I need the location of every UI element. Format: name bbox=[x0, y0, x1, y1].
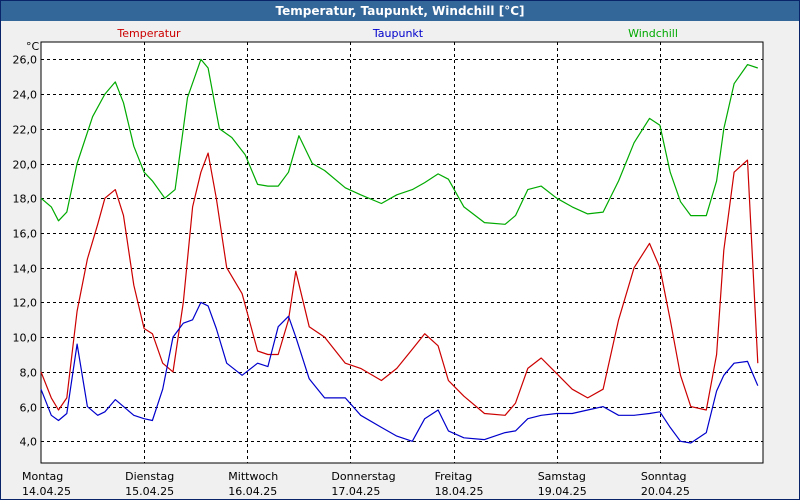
y-tick-label: 26,0 bbox=[13, 54, 38, 67]
x-tick-day-label: Mittwoch bbox=[228, 470, 278, 483]
chart-canvas: 4,0 6,0 8,0 10,0 12,0 14,0 16,0 18,0 20,0 22,0 24,… bbox=[1, 21, 799, 499]
y-tick-label: 24,0 bbox=[13, 89, 38, 102]
y-axis-unit-label: °C bbox=[26, 40, 40, 53]
series-layer bbox=[40, 58, 759, 444]
y-tick-label: 20,0 bbox=[13, 159, 38, 172]
x-tick-day-label: Donnerstag bbox=[331, 470, 395, 483]
legend-windchill: Windchill bbox=[628, 27, 678, 40]
x-tick-date-label: 18.04.25 bbox=[435, 485, 484, 498]
window-title: Temperatur, Taupunkt, Windchill [°C] bbox=[1, 1, 799, 21]
y-tick-label: 12,0 bbox=[13, 297, 38, 310]
x-tick-date-label: 16.04.25 bbox=[228, 485, 277, 498]
x-tick-date-label: 15.04.25 bbox=[125, 485, 174, 498]
y-tick-label: 6,0 bbox=[20, 402, 38, 415]
x-tick-day-label: Sonntag bbox=[641, 470, 687, 483]
series-line-windchill bbox=[40, 58, 758, 225]
x-tick-date-label: 19.04.25 bbox=[538, 485, 587, 498]
y-tick-label: 16,0 bbox=[13, 228, 38, 241]
plot-area bbox=[40, 41, 764, 464]
y-tick-label: 22,0 bbox=[13, 124, 38, 137]
series-line-taupunkt bbox=[40, 301, 759, 444]
y-tick-label: 4,0 bbox=[20, 436, 38, 449]
legend-temperatur: Temperatur bbox=[116, 27, 181, 40]
x-tick-day-label: Montag bbox=[22, 470, 63, 483]
x-tick-date-label: 17.04.25 bbox=[331, 485, 380, 498]
y-tick-label: 14,0 bbox=[13, 263, 38, 276]
y-tick-label: 10,0 bbox=[13, 332, 38, 345]
y-tick-label: 18,0 bbox=[13, 193, 38, 206]
x-tick-day-label: Dienstag bbox=[125, 470, 174, 483]
x-tick-date-label: 20.04.25 bbox=[641, 485, 690, 498]
x-tick-day-label: Freitag bbox=[435, 470, 473, 483]
axes: 4,0 6,0 8,0 10,0 12,0 14,0 16,0 18,0 20,0 22,0 24,… bbox=[13, 54, 690, 499]
x-tick-date-label: 14.04.25 bbox=[22, 485, 71, 498]
legend-taupunkt: Taupunkt bbox=[372, 27, 424, 40]
x-tick-day-label: Samstag bbox=[538, 470, 586, 483]
y-tick-label: 8,0 bbox=[20, 367, 38, 380]
series-line-temperatur bbox=[40, 152, 759, 416]
